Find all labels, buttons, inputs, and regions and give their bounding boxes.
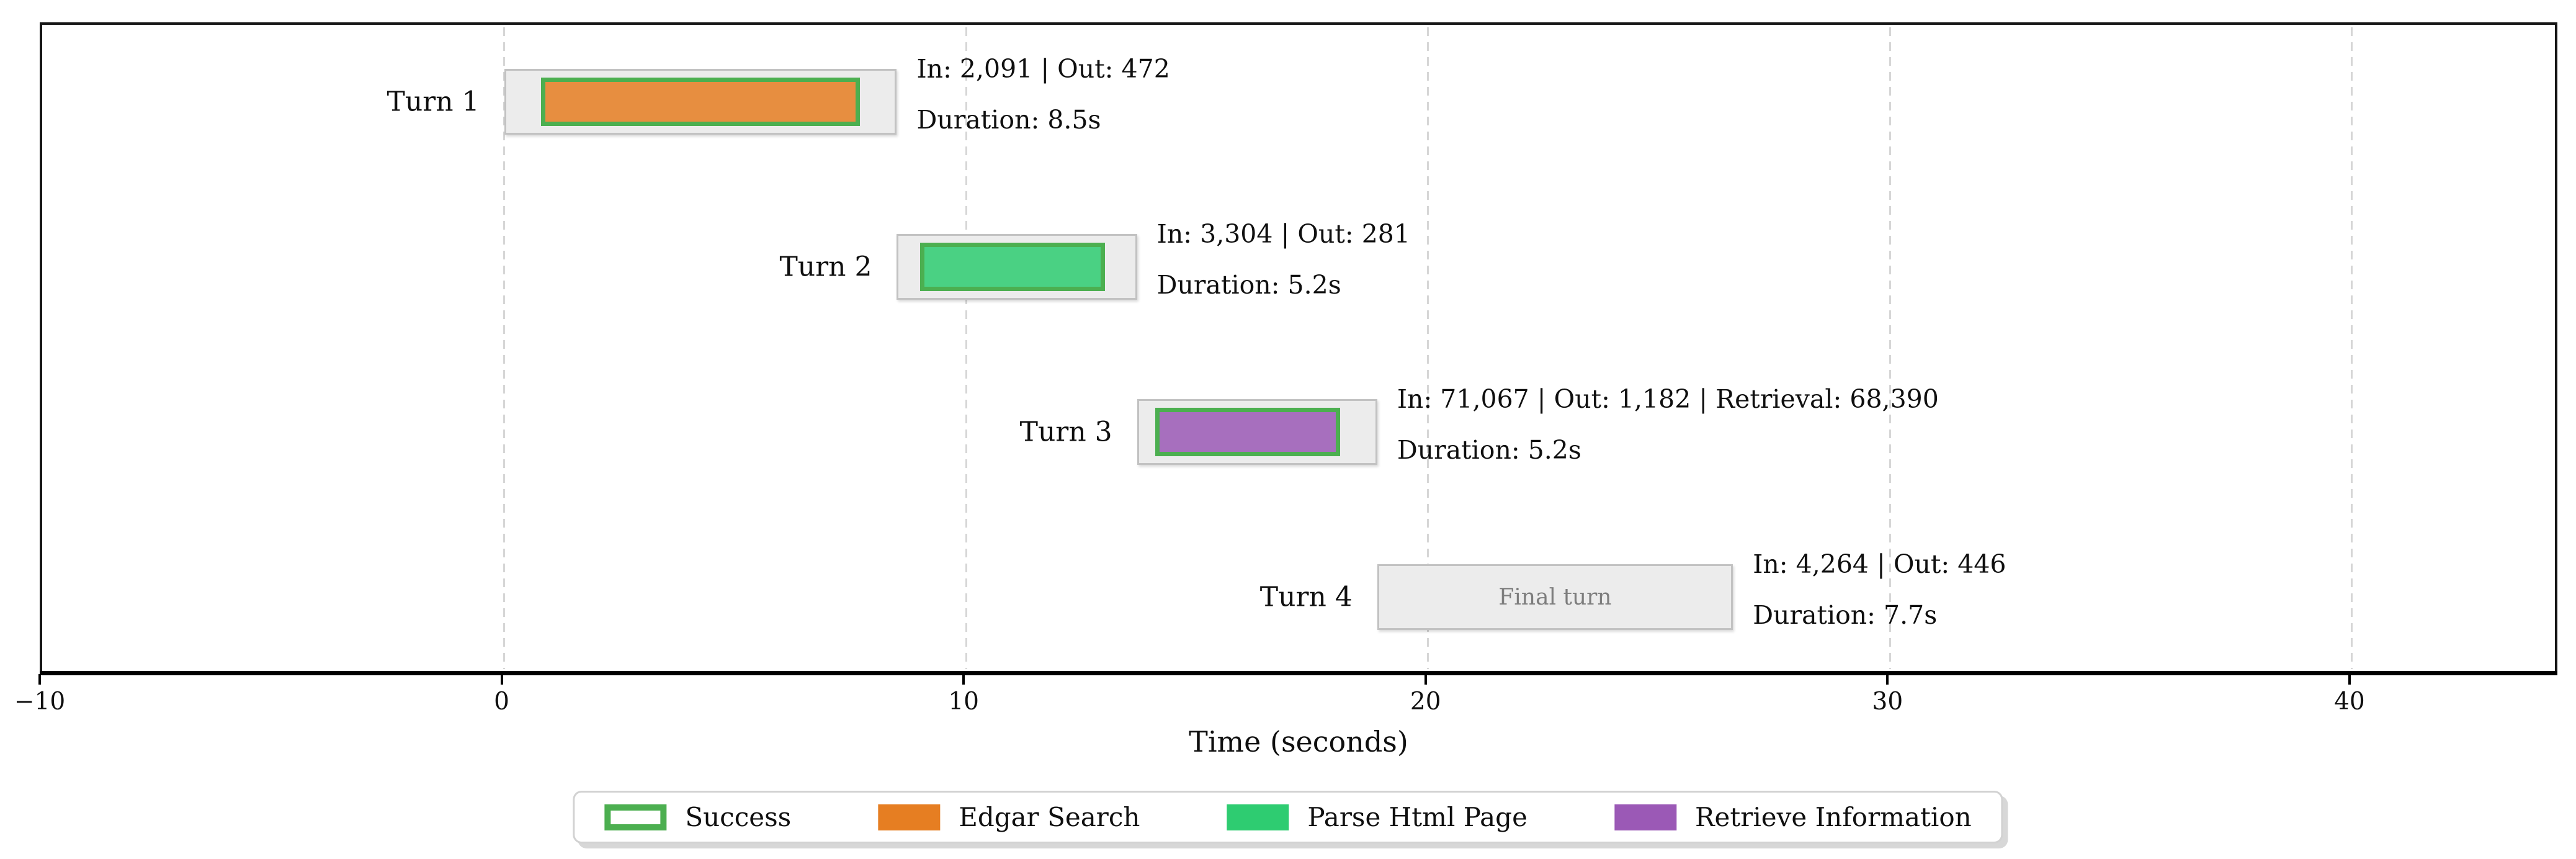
gridline-40	[2351, 27, 2353, 669]
x-tick-label-20: 20	[1410, 688, 1441, 716]
gridline-30	[1889, 27, 1891, 669]
x-tick-mark-40	[2348, 674, 2351, 685]
annotation-duration: Duration: 7.7s	[1753, 600, 1938, 630]
legend-label: Success	[685, 802, 792, 832]
legend-item-edgar-search: Edgar Search	[878, 802, 1140, 832]
x-tick-label-10: 10	[948, 688, 979, 716]
legend-swatch-fill	[878, 804, 941, 830]
annotation-tokens: In: 71,067 | Out: 1,182 | Retrieval: 68,…	[1397, 384, 1939, 414]
annotation-tokens: In: 2,091 | Out: 472	[916, 54, 1170, 84]
plot-area: Turn 1 In: 2,091 | Out: 472 Duration: 8.5s…	[40, 22, 2557, 675]
legend-item-parse-html-page: Parse Html Page	[1227, 802, 1527, 832]
legend-swatch-fill	[1227, 804, 1289, 830]
gridline-0	[503, 27, 506, 669]
gridline-20	[1427, 27, 1429, 669]
legend-swatch-outline	[604, 804, 667, 830]
annotation-tokens: In: 3,304 | Out: 281	[1156, 219, 1410, 249]
x-tick-label-0: 0	[494, 688, 509, 716]
x-tick-label-40: 40	[2334, 688, 2365, 716]
legend: Success Edgar Search Parse Html Page Retrie…	[573, 791, 2003, 843]
tool-call-bar	[1155, 408, 1341, 456]
legend-label: Parse Html Page	[1307, 802, 1527, 832]
legend-item-retrieve-information: Retrieve Information	[1614, 802, 1972, 832]
x-tick-mark-10	[962, 674, 965, 685]
x-axis-title: Time (seconds)	[1189, 725, 1408, 758]
turn-window-bar: Final turn	[1377, 564, 1733, 630]
tool-call-bar	[919, 243, 1105, 291]
x-tick-mark-30	[1886, 674, 1889, 685]
annotation-duration: Duration: 5.2s	[1156, 270, 1341, 300]
annotation-duration: Duration: 5.2s	[1397, 435, 1581, 465]
gridline-10	[965, 27, 967, 669]
turn-label: Turn 3	[1019, 416, 1112, 448]
x-tick-mark--10	[38, 674, 41, 685]
legend-swatch-fill	[1614, 804, 1676, 830]
turn-label: Turn 2	[779, 251, 872, 283]
tool-call-bar	[541, 78, 860, 126]
final-turn-text: Final turn	[1498, 584, 1612, 610]
legend-label: Edgar Search	[959, 802, 1140, 832]
annotation-duration: Duration: 8.5s	[916, 105, 1101, 135]
turn-label: Turn 1	[387, 86, 480, 118]
x-tick-mark-20	[1424, 674, 1427, 685]
x-axis-line	[40, 671, 2557, 675]
turn-label: Turn 4	[1259, 581, 1353, 613]
x-tick-mark-0	[500, 674, 503, 685]
x-tick-label--10: −10	[14, 688, 66, 716]
annotation-tokens: In: 4,264 | Out: 446	[1753, 549, 2006, 579]
legend-item-success: Success	[604, 802, 791, 832]
x-tick-label-30: 30	[1872, 688, 1903, 716]
legend-label: Retrieve Information	[1694, 802, 1972, 832]
